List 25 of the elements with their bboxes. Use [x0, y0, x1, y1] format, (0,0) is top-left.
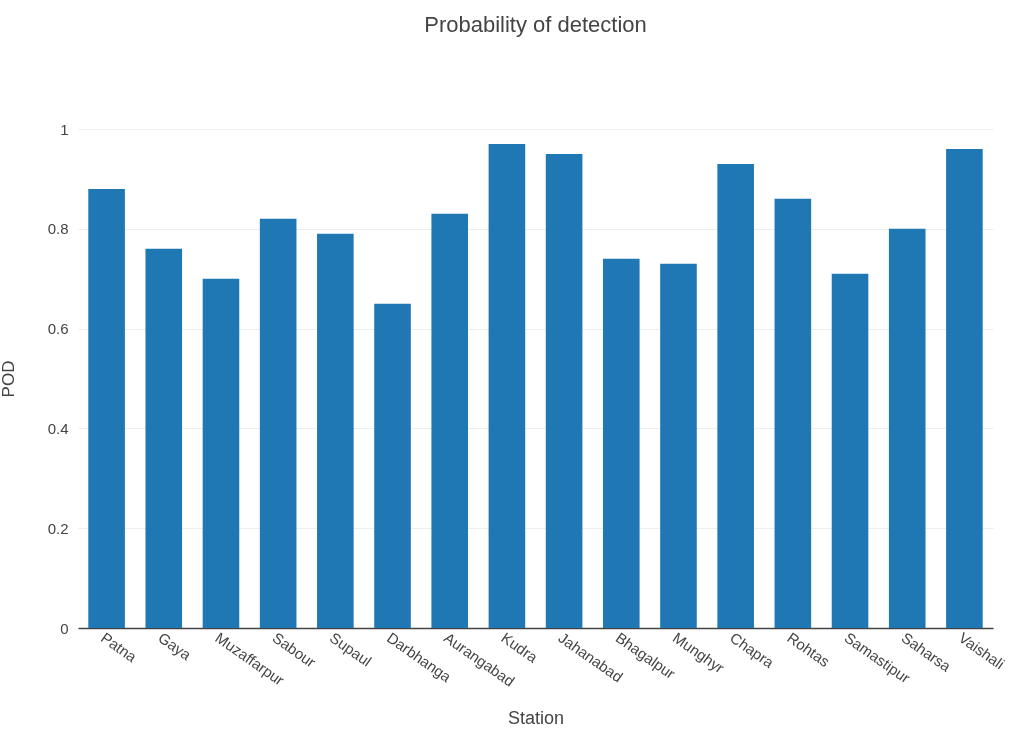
y-tick-label: 1: [60, 120, 69, 138]
bar: [888, 228, 926, 628]
bar: [831, 273, 869, 628]
y-axis-title: POD: [0, 360, 18, 398]
bar: [431, 213, 469, 628]
bar: [488, 143, 526, 628]
bar: [602, 258, 640, 628]
x-axis-title: Station: [507, 707, 565, 728]
bar: [259, 218, 297, 628]
bar: [88, 188, 125, 628]
bar: [946, 148, 983, 628]
bar: [660, 263, 697, 628]
bar: [317, 233, 354, 628]
y-tick-label: 0.6: [47, 320, 69, 338]
bar: [774, 198, 812, 628]
y-tick-label: 0: [60, 619, 69, 637]
y-tick-label: 0.8: [47, 220, 69, 238]
bar: [145, 248, 183, 628]
y-tick-label: 0.2: [47, 519, 69, 537]
bar: [545, 153, 583, 628]
chart-title: Probability of detection: [424, 12, 647, 37]
bar: [374, 303, 411, 628]
y-tick-label: 0.4: [47, 419, 69, 437]
bar: [717, 163, 754, 628]
bar: [202, 278, 240, 628]
